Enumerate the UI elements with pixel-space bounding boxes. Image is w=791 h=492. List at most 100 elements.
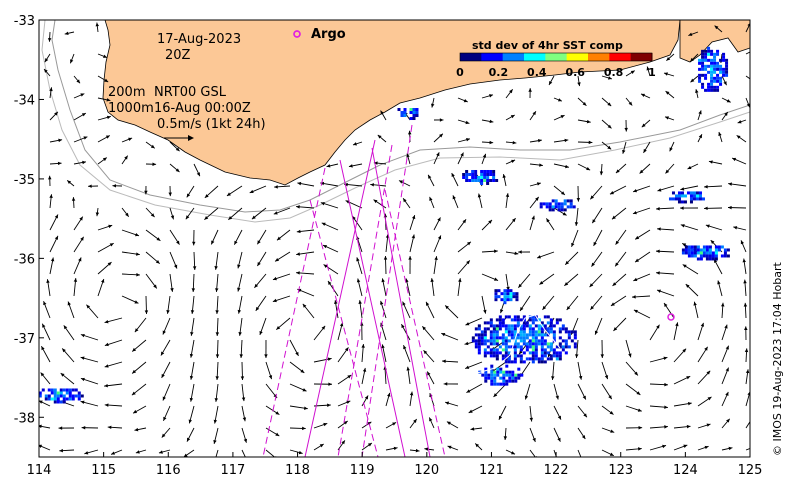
sst-pixel: [477, 327, 481, 331]
sst-pixel: [525, 357, 529, 361]
sst-pixel: [687, 245, 691, 249]
sst-pixel: [525, 342, 529, 346]
hour-label: 20Z: [165, 48, 191, 63]
sst-pixel: [701, 82, 705, 86]
current-vector-head: [54, 235, 58, 240]
sst-pixel: [560, 202, 564, 206]
sst-pixel: [415, 114, 419, 118]
current-vector-head: [466, 138, 470, 142]
sst-pixel: [516, 318, 520, 322]
current-vector-head: [555, 395, 559, 400]
current-vector-head: [751, 49, 755, 52]
sst-pixel: [573, 333, 577, 337]
sst-pixel: [471, 336, 475, 340]
sst-pixel: [56, 397, 60, 401]
current-vector-head: [237, 264, 241, 269]
current-vector-head: [135, 450, 140, 454]
sst-pixel: [719, 58, 723, 62]
sst-pixel: [505, 379, 509, 383]
current-vector-head: [437, 235, 442, 240]
current-vector-head: [186, 193, 191, 198]
current-vector-head: [44, 58, 49, 63]
sst-pixel: [710, 82, 714, 86]
sst-pixel: [539, 205, 543, 209]
credit-label: © IMOS 19-Aug-2023 17:04 Hobart: [771, 262, 784, 456]
x-tick-label: 122: [544, 463, 569, 478]
sst-pixel: [511, 379, 515, 383]
argo-float-marker[interactable]: [667, 313, 675, 321]
sst-pixel: [701, 61, 705, 65]
current-vector-head: [186, 437, 191, 442]
current-vector-head: [633, 277, 638, 282]
sst-pixel: [498, 351, 502, 355]
sst-pixel: [540, 339, 544, 343]
sst-pixel: [515, 292, 519, 296]
current-vector-head: [381, 278, 385, 283]
sst-pixel: [522, 336, 526, 340]
current-vector-head: [377, 134, 382, 139]
sst-pixel: [708, 248, 712, 252]
colorbar-ticks: 0 0.2 0.4 0.6 0.8 1: [456, 66, 656, 79]
current-vector-head: [657, 227, 661, 231]
sst-pixel: [477, 333, 481, 337]
current-vector: [745, 51, 750, 55]
current-vector-head: [502, 174, 506, 178]
current-vector-head: [211, 240, 215, 245]
sst-pixel: [59, 391, 63, 395]
sst-pixel: [693, 245, 697, 249]
current-vector-head: [483, 309, 487, 314]
current-vector-head: [328, 382, 332, 386]
current-vector-head: [641, 93, 646, 97]
current-vector-head: [86, 304, 91, 309]
current-vector-head: [746, 103, 750, 108]
sst-pixel: [711, 257, 715, 261]
current-vector-head: [67, 301, 71, 306]
sst-pixel: [507, 315, 511, 319]
current-vector-head: [264, 354, 268, 358]
current-vector-head: [560, 191, 565, 195]
current-vector-head: [101, 278, 105, 283]
current-vector-head: [240, 376, 245, 380]
sst-pixel: [503, 298, 507, 302]
sst-pixel: [716, 67, 720, 71]
sst-pixel: [710, 61, 714, 65]
sst-pixel: [693, 251, 697, 255]
sst-pixel: [671, 191, 675, 195]
current-vector-head: [506, 286, 510, 291]
current-vector-head: [132, 369, 137, 374]
sst-pixel: [510, 318, 514, 322]
sst-pixel: [684, 251, 688, 255]
sst-pixel: [704, 73, 708, 77]
sst-pixel: [493, 379, 497, 383]
current-vector-head: [566, 306, 571, 311]
sst-pixel: [705, 248, 709, 252]
sst-pixel: [683, 194, 687, 198]
current-vector-head: [39, 444, 43, 448]
sst-pixel: [572, 205, 576, 209]
sst-pixel: [722, 70, 726, 74]
sst-pixel: [542, 202, 546, 206]
sst-pixel: [68, 388, 72, 392]
sst-pixel: [501, 336, 505, 340]
current-vector-head: [742, 258, 746, 263]
current-vector-head: [319, 444, 324, 448]
current-vector-head: [407, 130, 412, 135]
current-vector-head: [158, 450, 163, 454]
sst-pixel: [477, 345, 481, 349]
sst-pixel: [519, 354, 523, 358]
sst-pixel: [465, 175, 469, 179]
current-vector-head: [161, 433, 166, 438]
current-vector-head: [511, 218, 516, 223]
current-vector-head: [682, 264, 687, 268]
current-vector-head: [737, 120, 742, 124]
current-vector-head: [686, 424, 691, 429]
current-vector-head: [380, 300, 384, 305]
current-vector-head: [237, 287, 241, 292]
sst-pixel: [477, 339, 481, 343]
sst-pixel: [549, 321, 553, 325]
sst-pixel: [39, 394, 42, 398]
current-vector-head: [726, 99, 731, 103]
current-vector-head: [152, 162, 157, 166]
current-vector-head: [687, 401, 692, 406]
sst-pixel: [710, 76, 714, 80]
